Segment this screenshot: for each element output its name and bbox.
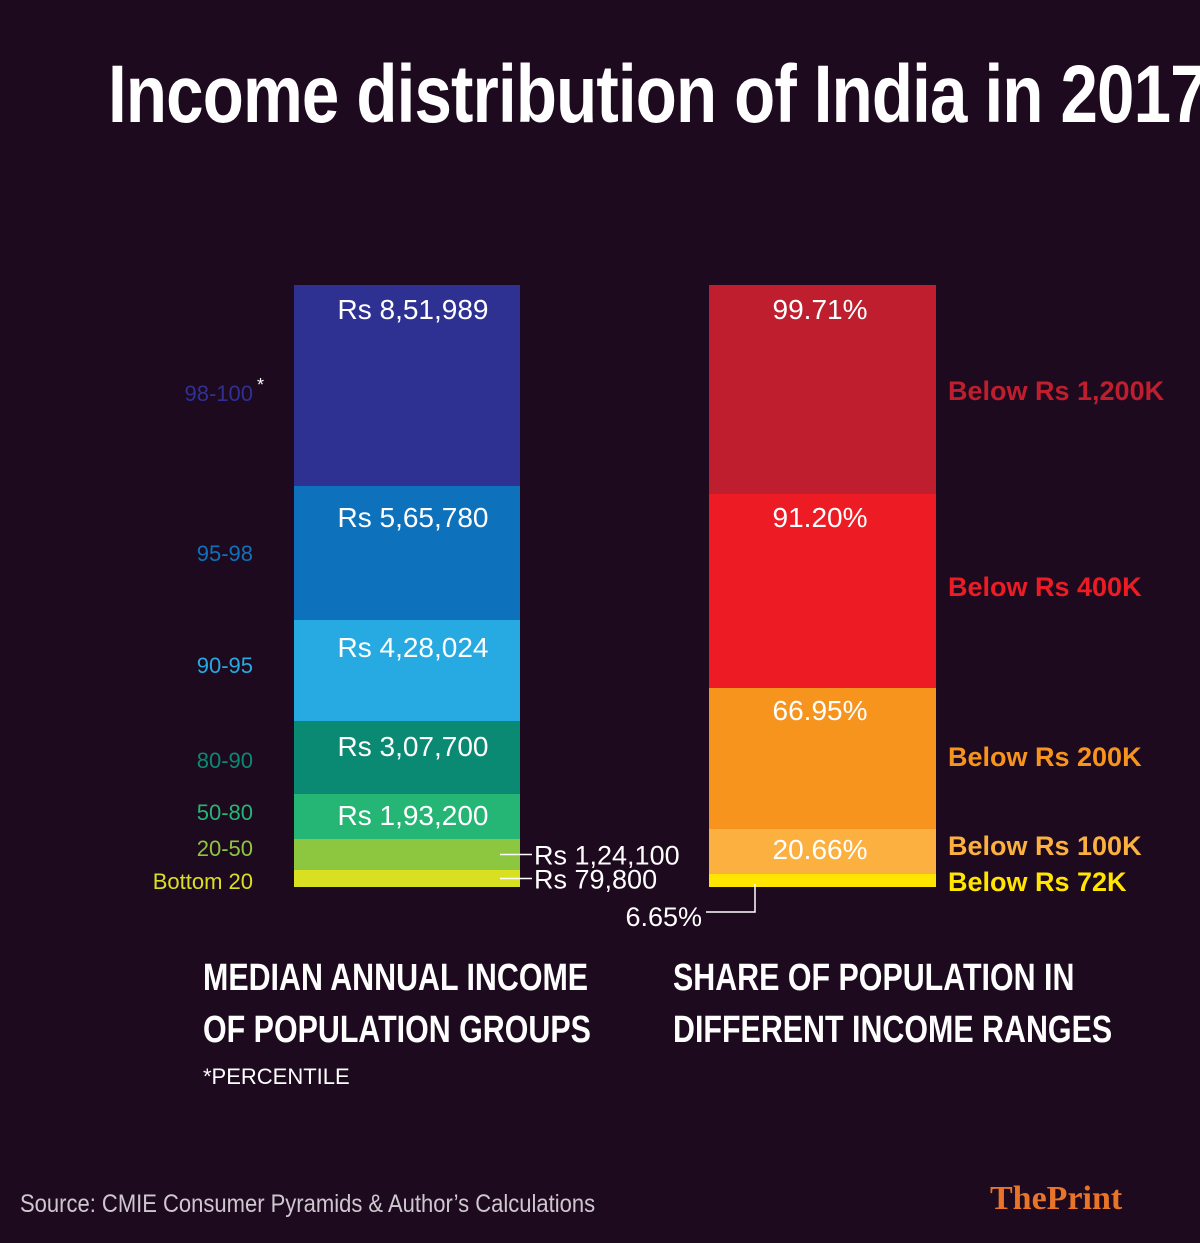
share-value-label-below-rs-1-200k: 99.71% (773, 294, 868, 325)
income-value-label-20-50: Rs 1,24,100 (534, 841, 680, 871)
group-label-bottom-20: Bottom 20 (153, 869, 253, 894)
callout-line-below-rs-72k (706, 884, 756, 913)
income-bar-segment-20-50 (294, 839, 520, 870)
income-bar-segment-98-100 (294, 285, 520, 486)
range-label-below-rs-100k: Below Rs 100K (948, 831, 1142, 861)
share-value-label-below-rs-200k: 66.95% (773, 695, 868, 726)
range-label-below-rs-72k: Below Rs 72K (948, 867, 1127, 897)
share-bar-segment-below-rs-100k (709, 829, 936, 874)
income-bar-segment-bottom-20 (294, 870, 520, 887)
share-bar-segment-below-rs-1-200k (709, 285, 936, 494)
share-bar-segment-below-rs-72k (709, 874, 936, 887)
income-value-label-98-100: Rs 8,51,989 (338, 294, 489, 325)
group-label-80-90: 80-90 (197, 748, 253, 773)
right-caption-line-1: SHARE OF POPULATION IN (673, 957, 1075, 999)
right-chart-caption: SHARE OF POPULATION IN DIFFERENT INCOME … (673, 952, 1112, 1056)
right-caption-line-2: DIFFERENT INCOME RANGES (673, 1009, 1113, 1051)
percentile-asterisk: * (257, 375, 264, 395)
income-value-label-50-80: Rs 1,93,200 (338, 800, 489, 831)
percentile-footnote: *PERCENTILE (203, 1064, 350, 1089)
income-bar-segment-80-90 (294, 721, 520, 794)
range-label-below-rs-200k: Below Rs 200K (948, 742, 1142, 772)
income-value-label-95-98: Rs 5,65,780 (338, 502, 489, 533)
income-bar-segment-95-98 (294, 486, 520, 620)
left-caption-line-2: OF POPULATION GROUPS (203, 1009, 591, 1051)
income-value-label-bottom-20: Rs 79,800 (534, 865, 657, 895)
income-bar-segment-50-80 (294, 794, 520, 839)
share-value-label-below-rs-400k: 91.20% (773, 502, 868, 533)
left-caption-line-1: MEDIAN ANNUAL INCOME (203, 957, 589, 999)
chart-title: Income distribution of India in 2017 (108, 49, 1200, 140)
brand-logo: ThePrint (990, 1180, 1123, 1217)
source-note: Source: CMIE Consumer Pyramids & Author’… (20, 1190, 596, 1218)
share-value-label-below-rs-72k: 6.65% (625, 902, 702, 932)
share-bar-segment-below-rs-200k (709, 688, 936, 829)
income-value-label-90-95: Rs 4,28,024 (338, 632, 489, 663)
share-bar-segment-below-rs-400k (709, 494, 936, 688)
left-chart-caption: MEDIAN ANNUAL INCOME OF POPULATION GROUP… (203, 952, 591, 1056)
group-label-98-100: 98-100 (184, 381, 253, 406)
income-bar-segment-90-95 (294, 620, 520, 721)
share-value-label-below-rs-100k: 20.66% (773, 834, 868, 865)
range-label-below-rs-400k: Below Rs 400K (948, 572, 1142, 602)
group-label-20-50: 20-50 (197, 836, 253, 861)
income-value-label-80-90: Rs 3,07,700 (338, 731, 489, 762)
group-label-50-80: 50-80 (197, 800, 253, 825)
range-label-below-rs-1-200k: Below Rs 1,200K (948, 376, 1165, 406)
group-label-90-95: 90-95 (197, 653, 253, 678)
group-label-95-98: 95-98 (197, 541, 253, 566)
